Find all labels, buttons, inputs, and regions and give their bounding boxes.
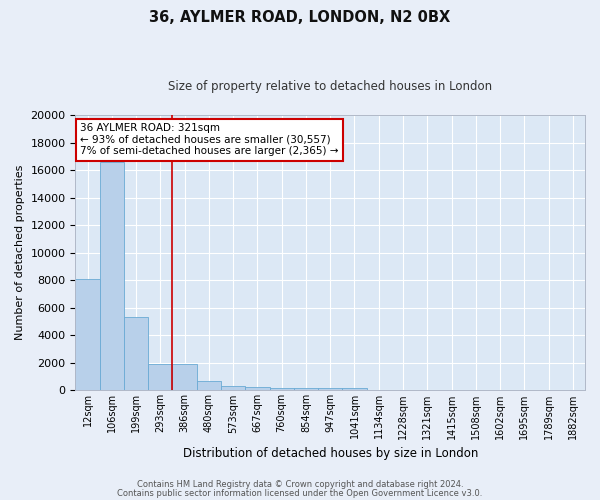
- Text: Contains public sector information licensed under the Open Government Licence v3: Contains public sector information licen…: [118, 489, 482, 498]
- Bar: [148, 364, 172, 390]
- Text: 36 AYLMER ROAD: 321sqm
← 93% of detached houses are smaller (30,557)
7% of semi-: 36 AYLMER ROAD: 321sqm ← 93% of detached…: [80, 124, 339, 156]
- Bar: [269, 388, 294, 390]
- Bar: [318, 388, 343, 390]
- Bar: [294, 388, 318, 390]
- Title: Size of property relative to detached houses in London: Size of property relative to detached ho…: [168, 80, 492, 93]
- Bar: [197, 381, 221, 390]
- Bar: [221, 386, 245, 390]
- Y-axis label: Number of detached properties: Number of detached properties: [15, 165, 25, 340]
- Bar: [124, 318, 148, 390]
- Bar: [76, 279, 100, 390]
- Bar: [172, 364, 197, 390]
- Bar: [245, 387, 269, 390]
- Text: Contains HM Land Registry data © Crown copyright and database right 2024.: Contains HM Land Registry data © Crown c…: [137, 480, 463, 489]
- X-axis label: Distribution of detached houses by size in London: Distribution of detached houses by size …: [182, 447, 478, 460]
- Bar: [343, 388, 367, 390]
- Bar: [100, 162, 124, 390]
- Text: 36, AYLMER ROAD, LONDON, N2 0BX: 36, AYLMER ROAD, LONDON, N2 0BX: [149, 10, 451, 25]
